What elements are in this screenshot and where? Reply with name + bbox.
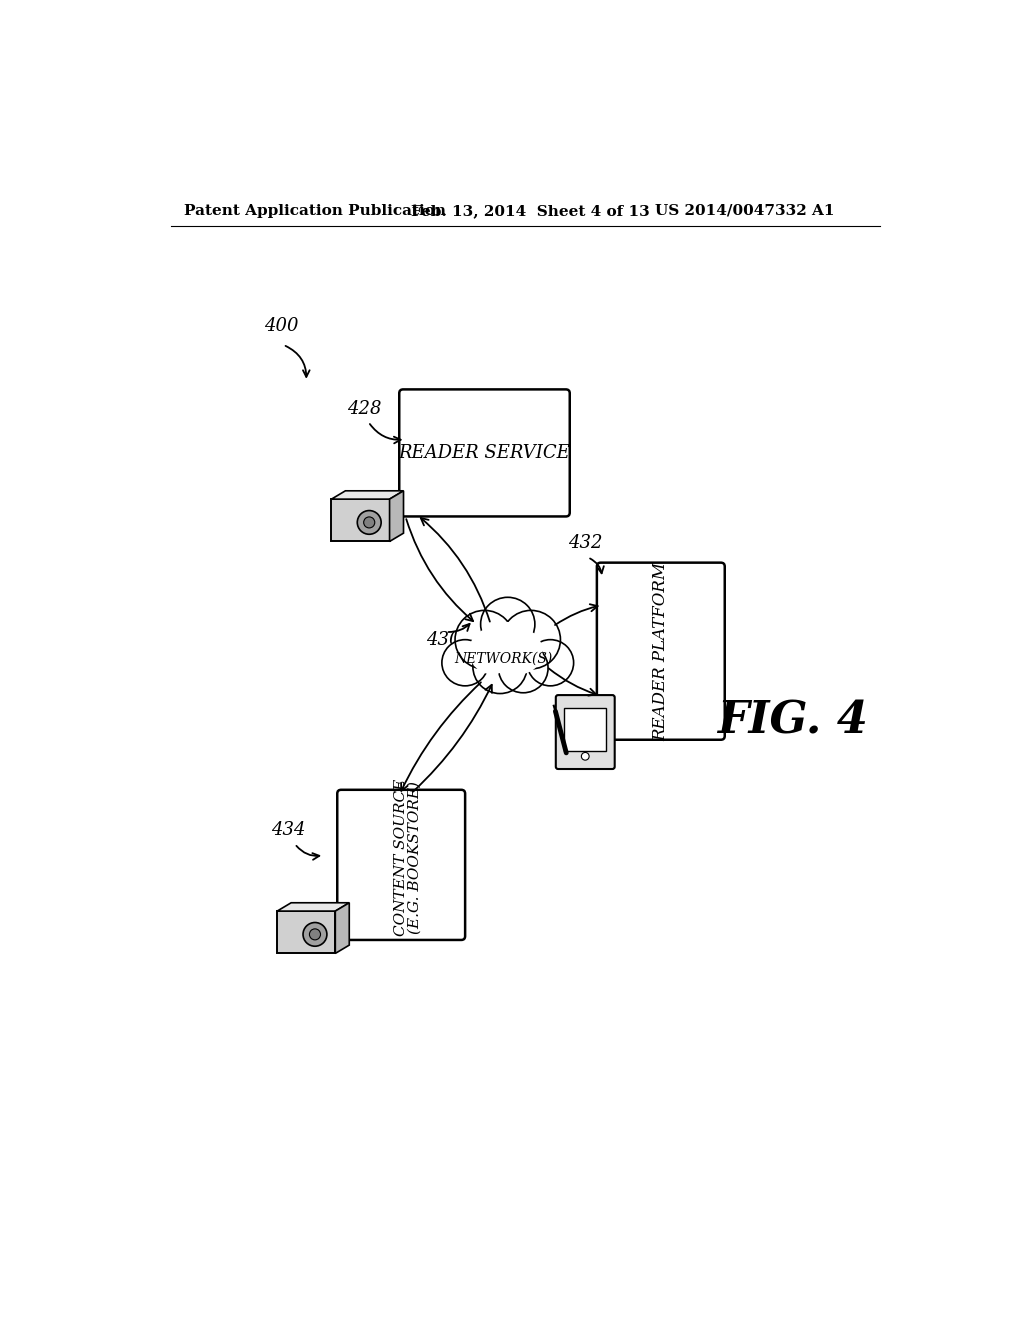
Text: Patent Application Publication: Patent Application Publication — [183, 203, 445, 218]
Circle shape — [499, 644, 548, 693]
FancyBboxPatch shape — [337, 789, 465, 940]
Text: 434: 434 — [271, 821, 306, 838]
Circle shape — [486, 622, 529, 665]
Polygon shape — [389, 491, 403, 541]
Circle shape — [527, 640, 573, 686]
Polygon shape — [332, 491, 403, 499]
Text: 432: 432 — [568, 535, 603, 552]
FancyBboxPatch shape — [556, 696, 614, 770]
Circle shape — [496, 628, 543, 675]
Circle shape — [469, 628, 515, 675]
FancyArrowPatch shape — [449, 624, 470, 632]
Text: READER SERVICE: READER SERVICE — [398, 444, 570, 462]
Polygon shape — [332, 499, 389, 541]
Text: Feb. 13, 2014  Sheet 4 of 13: Feb. 13, 2014 Sheet 4 of 13 — [411, 203, 649, 218]
FancyArrowPatch shape — [401, 682, 481, 791]
Circle shape — [502, 610, 560, 669]
FancyArrowPatch shape — [590, 558, 604, 573]
Circle shape — [442, 640, 488, 686]
Polygon shape — [335, 903, 349, 953]
FancyArrowPatch shape — [555, 605, 598, 624]
Polygon shape — [278, 903, 349, 911]
Circle shape — [357, 511, 381, 535]
Text: READER PLATFORM: READER PLATFORM — [652, 562, 670, 741]
FancyBboxPatch shape — [597, 562, 725, 739]
Circle shape — [309, 929, 321, 940]
Text: US 2014/0047332 A1: US 2014/0047332 A1 — [655, 203, 835, 218]
Text: NETWORK(S): NETWORK(S) — [455, 652, 553, 665]
FancyBboxPatch shape — [399, 389, 569, 516]
FancyArrowPatch shape — [286, 346, 309, 378]
Circle shape — [582, 752, 589, 760]
Circle shape — [303, 923, 327, 946]
Circle shape — [455, 610, 514, 669]
Text: (E.G. BOOKSTORE): (E.G. BOOKSTORE) — [409, 780, 422, 933]
Polygon shape — [278, 911, 335, 953]
FancyArrowPatch shape — [296, 846, 319, 859]
FancyArrowPatch shape — [421, 517, 489, 622]
FancyArrowPatch shape — [407, 519, 473, 622]
Circle shape — [473, 640, 527, 693]
Text: 428: 428 — [347, 400, 382, 417]
Text: CONTENT SOURCE: CONTENT SOURCE — [394, 779, 409, 936]
Text: FIG. 4: FIG. 4 — [717, 700, 868, 742]
Text: 400: 400 — [263, 317, 298, 335]
FancyArrowPatch shape — [370, 424, 400, 444]
FancyBboxPatch shape — [564, 708, 606, 751]
FancyArrowPatch shape — [413, 685, 492, 792]
FancyArrowPatch shape — [549, 668, 596, 696]
Circle shape — [364, 517, 375, 528]
Text: 430: 430 — [426, 631, 461, 648]
Circle shape — [480, 597, 535, 651]
